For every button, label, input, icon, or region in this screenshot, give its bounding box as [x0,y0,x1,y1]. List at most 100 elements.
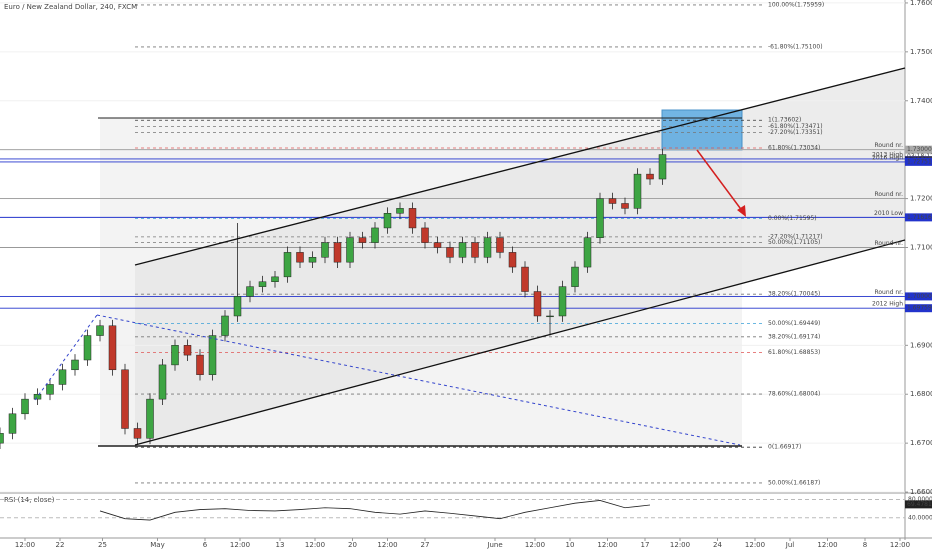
y-tick-label: 1.66000 [910,488,932,496]
level-label: 2016 High [872,154,903,161]
candle-body [383,213,392,229]
x-tick-label: 6 [203,541,208,549]
fib-label: 61.80%(1.73034) [768,145,820,152]
level-label: Round nr. [874,240,903,247]
price-tag [905,292,932,301]
y-tick-label: 1.75000 [910,48,932,56]
x-tick-label: 12:00 [890,541,910,549]
candle-body [508,252,517,268]
x-tick-label: May [150,541,164,549]
candle-body [646,173,654,180]
candle-body [483,237,492,258]
fib-label: -61.80%(1.73471) [768,123,823,130]
x-tick-label: 13 [276,541,285,549]
candle-body [283,252,292,278]
candle-body [158,364,167,400]
candle-body [296,252,304,263]
fib-label: -61.80%(1.75100) [768,43,823,50]
x-tick-label: 12:00 [817,541,837,549]
rsi-tag-label: 69.4781 [907,501,932,508]
rsi-line [99,500,651,521]
y-tick-label: 1.74000 [910,97,932,105]
arrow-head [737,205,746,217]
price-tag-label: 1.72751 [907,158,932,165]
candle-body [233,296,242,317]
fib-label: 50.00%(1.66187) [768,479,820,486]
y-tick-label: 1.67000 [910,439,932,447]
candle-body [446,247,454,258]
x-tick-label: 12:00 [15,541,35,549]
candle-body [533,291,542,317]
candle-body [408,208,417,229]
channel-upper [134,67,906,266]
candle-body [71,359,79,371]
level-label: Round nr. [874,289,903,296]
x-tick-label: 27 [421,541,430,549]
candle-body [108,325,117,371]
y-tick-label: 1.69000 [910,341,932,349]
fib-label: 0.00%(1.71595) [768,215,817,222]
candle-body [33,393,42,400]
fib-label: 50.00%(1.69449) [768,320,820,327]
x-tick-label: 12:00 [230,541,250,549]
price-tag [905,304,932,313]
arrow [696,149,744,213]
target-box [661,109,743,151]
level-label: 2010 Low [874,210,903,217]
x-tick-label: 12:00 [525,541,545,549]
x-tick-label: 12:00 [377,541,397,549]
price-tag-label: 1.73000 [907,146,932,153]
x-tick-label: June [486,541,502,549]
y-tick-label: 1.71000 [910,244,932,252]
fib-label: 38.20%(1.69174) [768,333,820,340]
candle-body [658,154,667,180]
price-tag-label: 1.71616 [907,214,932,221]
candle-body [333,242,342,263]
fib-label: 50.00%(1.71105) [768,239,820,246]
fib-label: 1(1.73602) [768,117,801,124]
x-tick-label: 25 [98,541,107,549]
candle-body [558,286,567,317]
price-tag-label: 1.69759 [907,305,932,312]
rsi-tick-label: 40.00000 [908,514,932,521]
candle-body [46,384,54,395]
level-label: Round nr. [874,142,903,149]
candle-body [271,276,279,282]
fib-label: -27.20%(1.73351) [768,129,823,136]
x-tick-label: 17 [641,541,650,549]
candle-body [146,398,154,439]
x-tick-label: 12:00 [305,541,325,549]
countdown: 03:18:12 [907,153,932,160]
x-tick-label: 12:00 [670,541,690,549]
candle-body [208,335,217,375]
candle-body [546,315,554,318]
candle-body [396,208,404,214]
x-tick-label: 12:00 [745,541,765,549]
candle-body [583,237,592,268]
candle-body [171,345,179,366]
rsi-tick-label: 80.00000 [908,496,932,503]
price-tag [905,213,932,222]
x-tick-label: 24 [713,541,722,549]
candle-body [521,266,529,292]
x-tick-label: 12:00 [597,541,617,549]
candle-body [608,198,617,204]
rsi-tag [905,500,932,509]
candle-body [21,398,29,415]
chart-title: Euro / New Zealand Dollar, 240, FXCM [4,3,137,11]
candle-body [471,242,479,258]
candle-body [8,413,17,434]
candle-body [633,173,642,209]
fib-label: -27.20%(1.71217) [768,233,823,240]
level-label: Round nr. [874,191,903,198]
candle-body [183,345,192,356]
y-tick-label: 1.72000 [910,195,932,203]
candle-body [83,335,92,361]
candle-body [258,281,267,287]
candle-body [308,257,317,263]
x-tick-label: 22 [56,541,65,549]
candle-body [421,227,429,243]
candle-body [96,325,104,336]
level-label: 2012 High [872,301,903,308]
